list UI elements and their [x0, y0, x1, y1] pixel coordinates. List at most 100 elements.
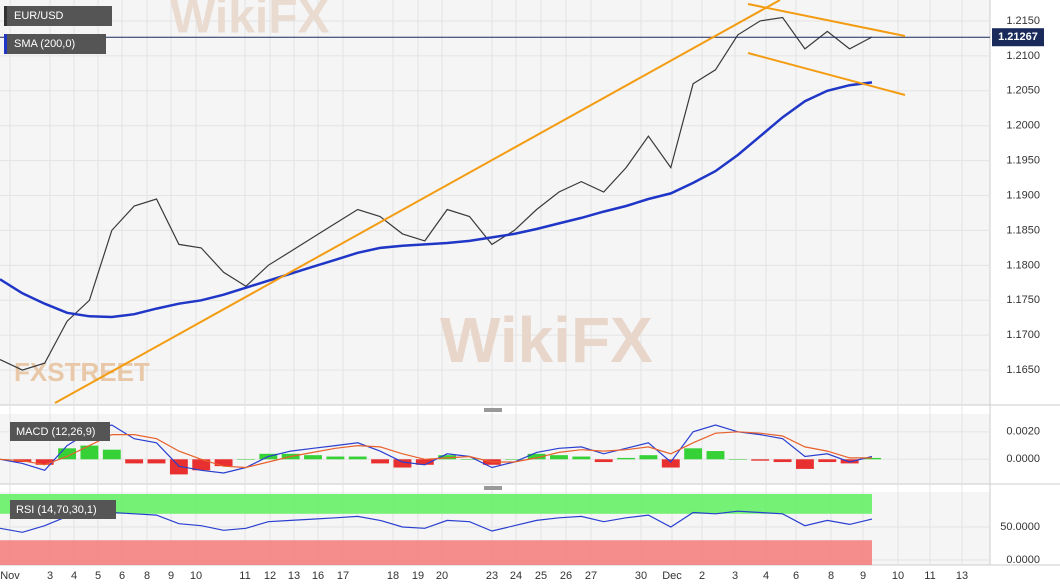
- x-tick-label: 3: [47, 570, 53, 582]
- macd-histogram-bar: [706, 451, 725, 460]
- macd-histogram-bar: [527, 453, 546, 460]
- x-tick-label: 16: [312, 570, 324, 582]
- y-tick-label: 1.1650: [1006, 364, 1040, 376]
- y-tick-label: 1.2000: [1006, 120, 1040, 132]
- x-tick-label: 8: [144, 570, 150, 582]
- macd-histogram-bar: [35, 459, 54, 465]
- macd-histogram-bar: [460, 459, 479, 460]
- legend-box[interactable]: [10, 500, 116, 519]
- grid: [0, 0, 990, 565]
- x-tick-label: 8: [828, 570, 834, 582]
- marks: [0, 16, 990, 565]
- series-line: [0, 16, 873, 371]
- x-tick-label: 6: [119, 570, 125, 582]
- x-tick-label: 30: [635, 570, 647, 582]
- resize-handle[interactable]: [484, 486, 502, 490]
- oversold-zone: [0, 540, 872, 565]
- macd-histogram-bar: [102, 449, 121, 460]
- y-tick-label: 0.0000: [1006, 453, 1040, 465]
- x-tick-label: 5: [95, 570, 101, 582]
- macd-histogram-bar: [661, 459, 680, 468]
- watermark: WikiFX: [170, 0, 330, 44]
- y-tick-label: 1.1950: [1006, 155, 1040, 167]
- legend-swatch: [4, 34, 7, 54]
- overbought-zone: [0, 494, 872, 514]
- macd-histogram-bar: [348, 456, 367, 460]
- x-tick-label: 24: [510, 570, 522, 582]
- macd-histogram-bar: [863, 457, 881, 460]
- x-tick-label: 27: [585, 570, 597, 582]
- macd-histogram-bar: [192, 459, 211, 471]
- y-tick-label: 0.0020: [1006, 426, 1040, 438]
- macd-histogram-bar: [840, 459, 859, 464]
- legend-box[interactable]: [10, 422, 110, 441]
- y-tick-label: 0.0000: [1006, 554, 1040, 566]
- macd-histogram-bar: [147, 459, 166, 464]
- x-tick-label: Nov: [0, 570, 20, 582]
- x-tick-label: 13: [288, 570, 300, 582]
- resize-handle[interactable]: [484, 408, 502, 412]
- macd-histogram-bar: [572, 456, 591, 460]
- trendline: [54, 0, 781, 404]
- y-tick-label: 50.0000: [1000, 521, 1040, 533]
- x-tick-label: 23: [486, 570, 498, 582]
- legend-box[interactable]: [4, 6, 112, 26]
- macd-histogram-bar: [505, 459, 524, 460]
- macd-histogram-bar: [773, 459, 792, 463]
- price-panel: [0, 0, 990, 405]
- x-tick-label: 18: [387, 570, 399, 582]
- x-tick-label: 26: [560, 570, 572, 582]
- trendline: [747, 52, 906, 96]
- x-tick-label: 17: [337, 570, 349, 582]
- macd-histogram-bar: [751, 459, 770, 461]
- x-tick-label: 4: [71, 570, 77, 582]
- x-tick-label: 11: [239, 570, 250, 582]
- x-tick-label: 9: [860, 570, 866, 582]
- macd-histogram-bar: [617, 457, 635, 460]
- macd-histogram-bar: [639, 455, 658, 460]
- x-tick-label: 12: [264, 570, 276, 582]
- last-price-tag: [992, 28, 1044, 47]
- macd-histogram-bar: [415, 459, 434, 465]
- macd-histogram-bar: [550, 455, 568, 460]
- macd-histogram-bar: [795, 459, 814, 469]
- x-tick-label: 2: [699, 570, 705, 582]
- x-tick-label: 19: [412, 570, 424, 582]
- y-tick-label: 1.1750: [1006, 294, 1040, 306]
- y-tick-label: 1.1850: [1006, 224, 1040, 236]
- x-tick-label: 20: [436, 570, 448, 582]
- legend-swatch: [4, 6, 7, 26]
- x-tick-label: 3: [732, 570, 738, 582]
- macd-histogram-bar: [125, 459, 144, 464]
- macd-histogram-bar: [58, 448, 77, 460]
- macd-histogram-bar: [214, 459, 233, 467]
- y-tick-label: 1.1900: [1006, 189, 1040, 201]
- macd-histogram-bar: [594, 459, 613, 463]
- y-tick-label: 1.2100: [1006, 50, 1040, 62]
- macd-histogram-bar: [326, 456, 345, 460]
- series-line: [0, 510, 873, 533]
- macd-histogram-bar: [169, 459, 188, 475]
- legend-label: RSI (14,70,30,1): [16, 504, 97, 516]
- macd-histogram-bar: [80, 445, 99, 460]
- x-tick-label: 4: [763, 570, 769, 582]
- y-tick-label: 1.1800: [1006, 259, 1040, 271]
- macd-histogram-bar: [818, 459, 837, 463]
- x-tick-label: 6: [793, 570, 799, 582]
- trendline: [747, 3, 906, 37]
- macd-histogram-bar: [728, 459, 747, 460]
- legend-label: EUR/USD: [14, 10, 64, 22]
- legend-box[interactable]: [4, 34, 106, 54]
- y-tick-label: 1.2150: [1006, 15, 1040, 27]
- legend-label: MACD (12,26,9): [16, 426, 95, 438]
- x-tick-label: 9: [168, 570, 174, 582]
- x-tick-label: 11: [924, 570, 935, 582]
- macd-histogram-bar: [237, 459, 255, 460]
- x-tick-label: 25: [535, 570, 547, 582]
- series-line: [0, 424, 873, 474]
- macd-histogram-bar: [393, 459, 412, 468]
- macd-histogram-bar: [371, 459, 390, 464]
- x-tick-label: 13: [956, 570, 968, 582]
- x-tick-label: 10: [892, 570, 904, 582]
